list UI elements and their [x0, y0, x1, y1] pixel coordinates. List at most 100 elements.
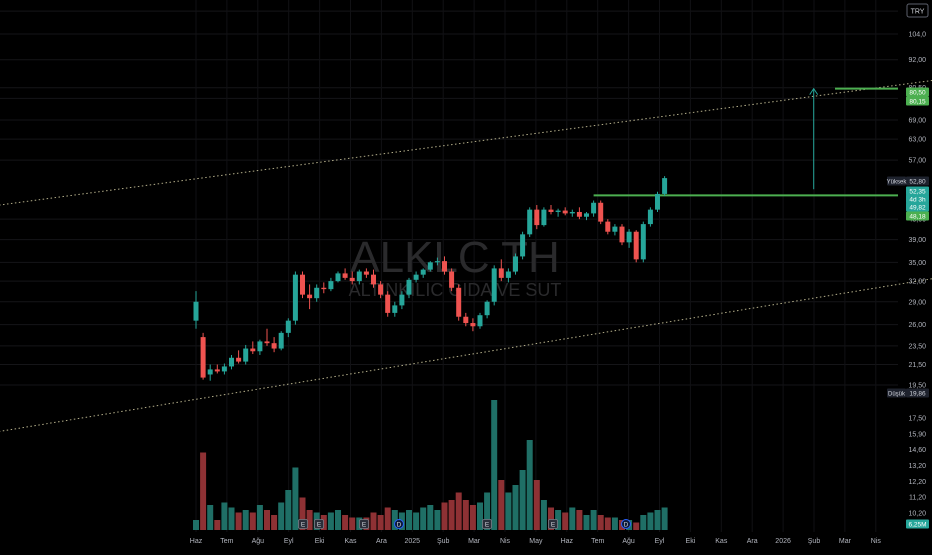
candle-body[interactable] [264, 341, 270, 344]
candle-body[interactable] [250, 348, 256, 352]
candle-body[interactable] [619, 226, 625, 243]
earnings-marker[interactable] [482, 519, 492, 529]
candle-body[interactable] [392, 305, 398, 313]
candle-body[interactable] [335, 273, 341, 282]
candle-body[interactable] [576, 211, 582, 217]
candle-body[interactable] [221, 366, 227, 372]
candle-body[interactable] [278, 332, 284, 349]
time-tick-label: Kas [715, 538, 728, 545]
currency-badge[interactable]: TRY [906, 3, 929, 18]
volume-bar [207, 505, 214, 530]
candle-body[interactable] [342, 273, 348, 278]
volume-bar [519, 470, 526, 530]
candle-body[interactable] [527, 209, 533, 235]
volume-bar [228, 507, 235, 530]
candle-body[interactable] [257, 341, 263, 352]
candle-body[interactable] [200, 337, 206, 378]
candle-body[interactable] [207, 369, 213, 375]
candle-body[interactable] [371, 274, 376, 285]
candle-body[interactable] [300, 274, 305, 295]
event-marker-label: E [485, 522, 490, 529]
axis-badge-value: 49,82 [909, 205, 926, 212]
time-tick-label: Ara [376, 538, 387, 545]
candle-body[interactable] [569, 211, 575, 214]
candle-body[interactable] [541, 209, 547, 226]
candle-body[interactable] [477, 315, 483, 327]
candle-body[interactable] [555, 210, 561, 212]
price-tick-label: 15,90 [908, 431, 926, 438]
candle-body[interactable] [449, 271, 455, 288]
candle-body[interactable] [193, 301, 199, 321]
dividend-marker[interactable] [394, 519, 404, 529]
volume-bar [590, 510, 597, 530]
earnings-marker[interactable] [314, 519, 324, 529]
candle-body[interactable] [307, 294, 313, 299]
time-axis[interactable]: Haz Tem Ağu Eyl Eki Kas Ara 2025 Şub Mar Nis May Haz… [190, 538, 882, 545]
time-tick-label: Mar [839, 538, 852, 545]
volume-bar [604, 517, 611, 530]
candle-body[interactable] [584, 213, 589, 217]
earnings-marker[interactable] [359, 519, 369, 529]
candle-body[interactable] [271, 343, 277, 349]
time-tick-label: May [529, 538, 543, 545]
candle-body[interactable] [626, 231, 632, 243]
volume-bar [583, 515, 590, 530]
price-tick-label: 23,50 [908, 343, 926, 350]
candle-body[interactable] [442, 261, 447, 272]
candle-body[interactable] [328, 281, 334, 290]
candle-body[interactable] [236, 357, 242, 362]
candle-body[interactable] [484, 301, 490, 316]
candle-body[interactable] [591, 202, 597, 214]
candle-body[interactable] [498, 268, 504, 278]
earnings-marker[interactable] [298, 519, 308, 529]
candle-body[interactable] [285, 320, 291, 333]
volume-bar [306, 510, 313, 530]
candle-body[interactable] [548, 209, 554, 212]
time-tick-label: Şub [437, 538, 450, 545]
candle-body[interactable] [513, 256, 518, 272]
candle-body[interactable] [378, 284, 384, 295]
candle-body[interactable] [229, 357, 234, 367]
candle-body[interactable] [520, 234, 526, 257]
volume-bars [193, 400, 668, 530]
candle-body[interactable] [214, 369, 220, 372]
candle-body[interactable] [605, 221, 611, 232]
candle-body[interactable] [321, 287, 327, 290]
candle-body[interactable] [633, 231, 639, 260]
candle-body[interactable] [349, 277, 355, 282]
candle-body[interactable] [662, 178, 668, 194]
candle-body[interactable] [456, 287, 462, 317]
candle-body[interactable] [562, 210, 568, 214]
candle-body[interactable] [363, 271, 369, 275]
time-tick-label: Ağu [622, 538, 635, 545]
candle-body[interactable] [314, 287, 320, 299]
candle-body[interactable] [598, 202, 604, 222]
candle-body[interactable] [399, 294, 405, 306]
candle-body[interactable] [655, 193, 660, 210]
candle-body[interactable] [434, 261, 440, 263]
candle-body[interactable] [470, 323, 476, 327]
candle-body[interactable] [385, 294, 391, 313]
candle-body[interactable] [413, 274, 419, 280]
candle-body[interactable] [491, 268, 497, 302]
dividend-marker[interactable] [621, 519, 631, 529]
candle-body[interactable] [463, 316, 469, 324]
volume-bar [271, 515, 278, 530]
candle-body[interactable] [505, 271, 511, 278]
candle-body[interactable] [406, 279, 412, 295]
candle-body[interactable] [427, 262, 433, 270]
candle-body[interactable] [612, 226, 618, 232]
price-tick-label: 11,20 [909, 495, 926, 502]
candle-body[interactable] [292, 274, 298, 321]
price-tick-label: 14,60 [908, 447, 926, 454]
candle-body[interactable] [647, 209, 653, 225]
candle-body[interactable] [420, 269, 426, 275]
candle-body[interactable] [356, 271, 362, 282]
earnings-marker[interactable] [548, 519, 558, 529]
axis-badge-tag [887, 176, 906, 186]
candle-body[interactable] [243, 348, 249, 362]
candle-body[interactable] [640, 224, 646, 260]
volume-bar [654, 510, 661, 530]
candle-body[interactable] [534, 209, 540, 226]
